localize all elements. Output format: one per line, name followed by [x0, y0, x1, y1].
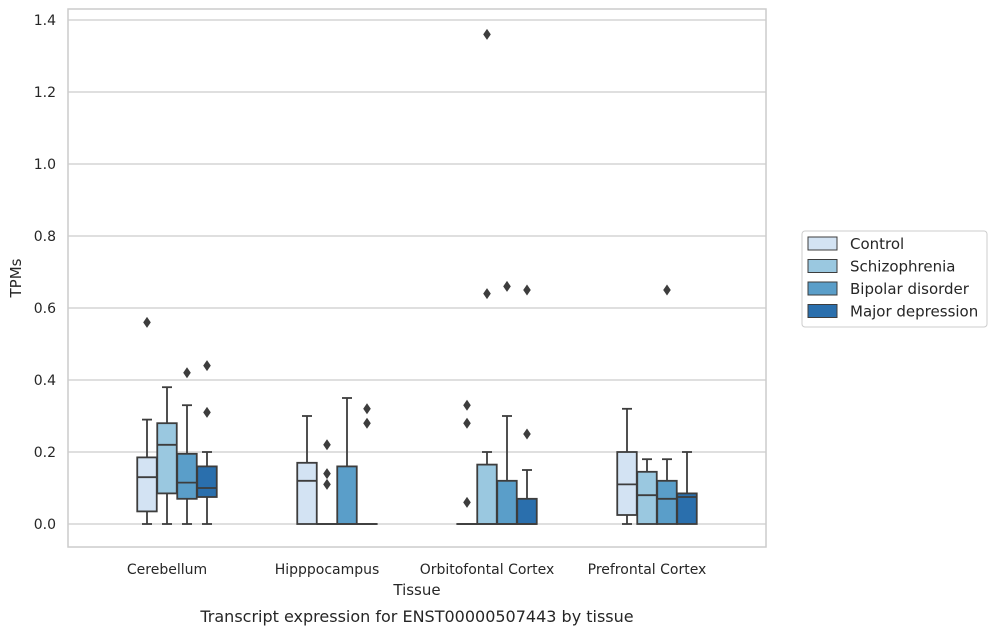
legend-label: Schizophrenia [850, 258, 955, 276]
box [176, 367, 198, 525]
box-iqr [676, 492, 698, 525]
box-iqr [656, 479, 678, 525]
outlier-point [323, 478, 331, 490]
x-axis-ticks: Cerebellum Hipppocampus Orbitofontal Corte… [127, 562, 706, 578]
outlier-point [523, 284, 531, 296]
x-tick-label: Cerebellum [127, 562, 207, 578]
legend-item: Schizophrenia [807, 258, 955, 276]
y-tick-label: 0.0 [34, 517, 56, 533]
outlier-point [183, 367, 191, 379]
box [496, 280, 518, 525]
legend-label: Bipolar disorder [850, 280, 970, 298]
box-iqr [336, 465, 358, 525]
box [456, 399, 478, 525]
box-iqr [516, 497, 538, 525]
outlier-point [483, 28, 491, 40]
legend-label: Control [850, 235, 904, 253]
box-iqr [136, 456, 158, 513]
x-tick-label: Orbitofontal Cortex [420, 562, 555, 578]
box [296, 415, 318, 525]
x-axis-label: Tissue [392, 581, 440, 599]
box [336, 397, 358, 525]
outlier-point [503, 280, 511, 292]
box-iqr [156, 422, 178, 495]
outlier-point [363, 403, 371, 415]
box-iqr [196, 465, 218, 498]
chart-caption: Transcript expression for ENST0000050744… [199, 607, 633, 626]
box [136, 316, 158, 525]
outlier-point [523, 428, 531, 440]
legend-swatch [807, 259, 838, 273]
box [516, 284, 538, 525]
outlier-point [663, 284, 671, 296]
box [636, 458, 658, 525]
y-axis-ticks: 0.0 0.2 0.4 0.6 0.8 1.0 1.2 1.4 [34, 13, 56, 533]
y-tick-label: 1.2 [34, 85, 56, 101]
box [316, 439, 338, 525]
boxes [136, 28, 698, 525]
legend: Control Schizophrenia Bipolar disorder Majo… [801, 230, 988, 328]
box-iqr [496, 479, 518, 525]
y-tick-label: 0.4 [34, 373, 56, 389]
outlier-point [483, 288, 491, 300]
box [616, 407, 638, 525]
outlier-point [143, 316, 151, 328]
box [476, 28, 498, 525]
outlier-point [203, 360, 211, 372]
y-axis-label: TPMs [7, 258, 25, 298]
legend-swatch [807, 281, 838, 296]
x-tick-label: Prefrontal Cortex [588, 562, 707, 578]
outlier-point [323, 468, 331, 480]
box [356, 403, 378, 525]
outlier-point [463, 399, 471, 411]
y-tick-label: 0.6 [34, 301, 56, 317]
legend-swatch [807, 236, 838, 251]
legend-label: Major depression [850, 303, 978, 321]
y-tick-label: 1.4 [34, 13, 56, 29]
x-tick-label: Hipppocampus [275, 562, 380, 578]
box-iqr [476, 463, 498, 525]
legend-frame [801, 230, 988, 328]
y-tick-label: 1.0 [34, 157, 56, 173]
box-iqr [176, 452, 198, 500]
box-iqr [636, 470, 658, 525]
plot-frame [67, 8, 767, 548]
legend-item: Control [807, 235, 904, 253]
legend-item: Bipolar disorder [807, 280, 970, 298]
outlier-point [463, 496, 471, 508]
y-tick-label: 0.8 [34, 229, 56, 245]
legend-swatch [807, 304, 838, 318]
box [156, 386, 178, 525]
outlier-point [463, 417, 471, 429]
box [196, 360, 218, 525]
outlier-point [203, 406, 211, 418]
outlier-point [323, 439, 331, 451]
box [676, 451, 698, 525]
y-tick-label: 0.2 [34, 445, 56, 461]
outlier-point [363, 417, 371, 429]
box-iqr [296, 461, 318, 525]
legend-item: Major depression [807, 303, 978, 321]
